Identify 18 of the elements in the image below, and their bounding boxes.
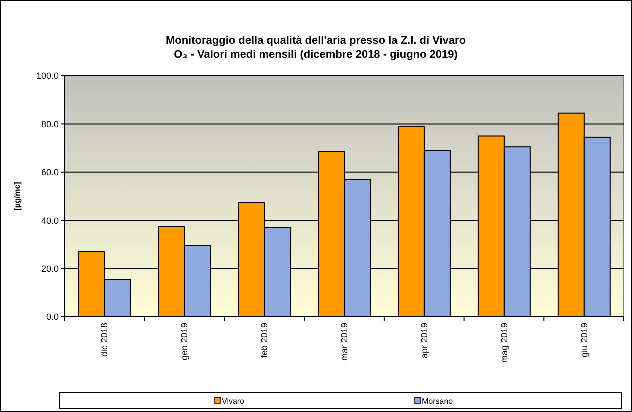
x-tick-label: giu 2019 [579, 323, 590, 358]
y-tick-label: 60.0 [41, 168, 59, 178]
x-tick-label: dic 2018 [100, 323, 110, 358]
y-tick-label: 0.0 [46, 312, 59, 322]
y-tick-label: 20.0 [41, 264, 59, 274]
legend-label: Vivaro [222, 396, 246, 406]
chart-title: Monitoraggio della qualità dell'aria presso la Z.I. di Vivaro [166, 35, 466, 47]
y-tick-label: 80.0 [41, 119, 59, 130]
x-tick-label: feb 2019 [260, 323, 270, 358]
y-axis-title: [µg/mc] [13, 182, 22, 211]
x-tick-label: mag 2019 [499, 323, 510, 364]
x-tick-label: apr 2019 [419, 323, 430, 359]
x-tick-label: gen 2019 [180, 323, 190, 361]
x-tick-label: mar 2019 [340, 323, 350, 362]
legend-label: Morsano [422, 396, 454, 406]
y-tick-label: 100.0 [36, 71, 59, 82]
y-tick-label: 40.0 [41, 216, 59, 226]
chart-subtitle: O₃ - Valori medi mensili (dicembre 2018 - giugno 2019) [174, 49, 458, 61]
